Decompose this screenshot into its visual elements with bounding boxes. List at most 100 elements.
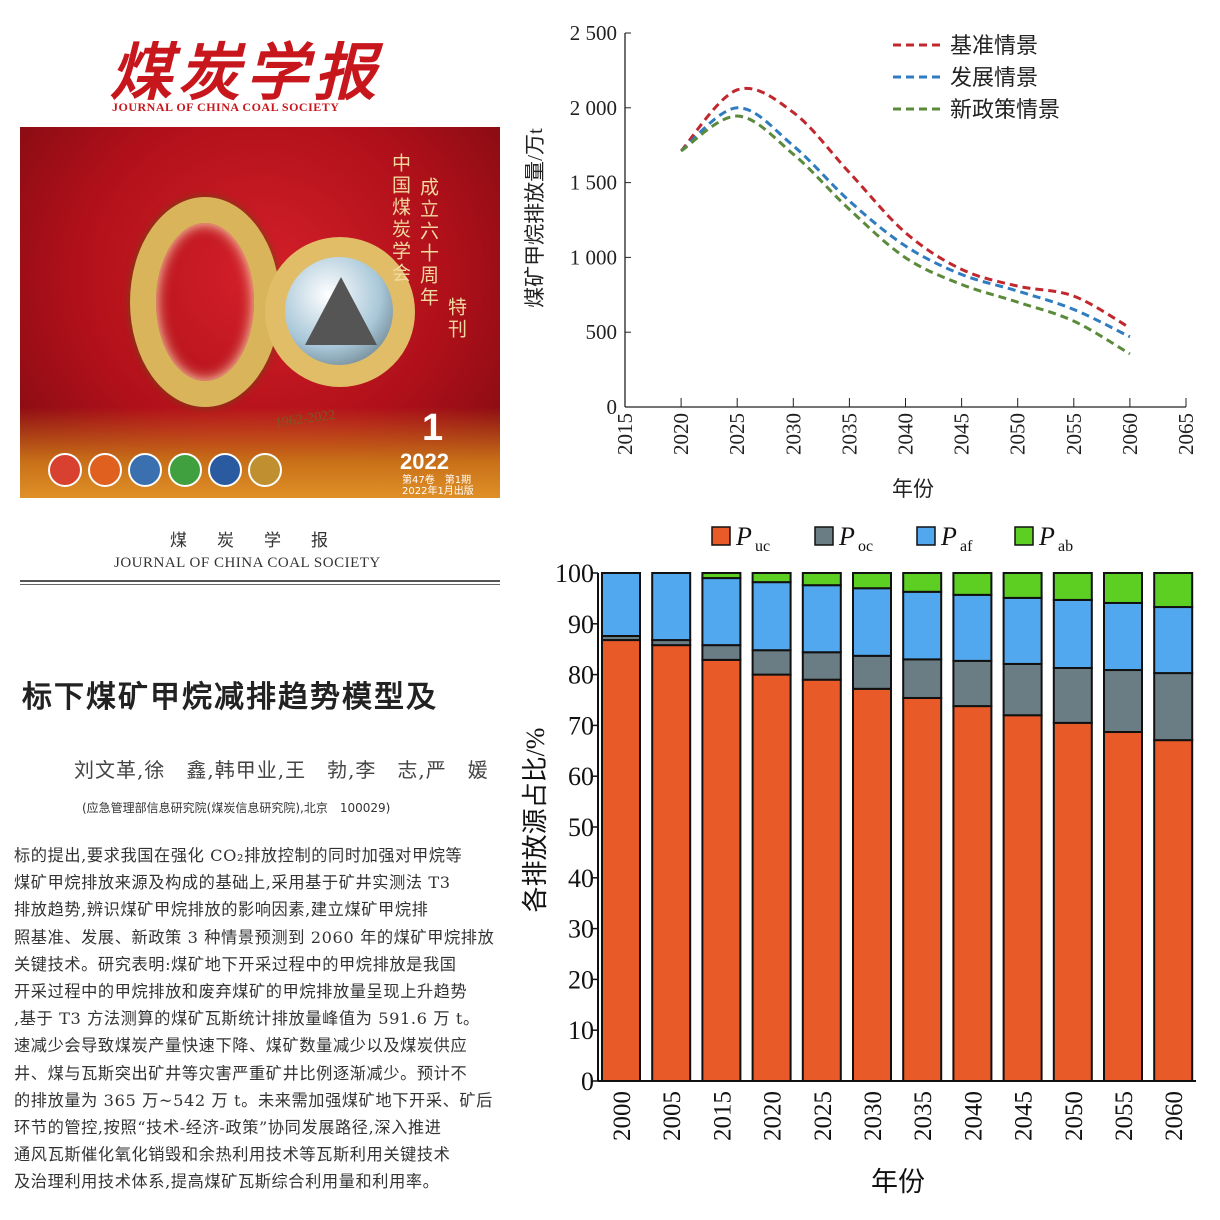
bar-segment-ab [801,572,842,587]
x-tick-label: 2035 [837,413,861,455]
bar-segment-uc [1103,731,1143,1082]
bar-segment-ab [902,572,943,593]
bar-segment-oc [952,659,993,708]
abstract-line: 井、煤与瓦斯突出矿井等灾害严重矿井比例逐渐减少。预计不 [14,1063,468,1083]
anniversary-text-2: 成立六十周年 [417,177,439,309]
y-tick-label: 70 [568,711,594,740]
bar-segment-uc [701,658,742,1082]
y-axis-label: 煤矿甲烷排放量/万t [523,128,547,308]
bar-segment-ab [1153,572,1194,609]
methane-emission-line-chart: 0 500 1 000 1 500 2 000 2 500 2015 2020 2025 2030… [523,21,1198,501]
bar-segment-ab [751,572,792,584]
abstract-line: 照基准、发展、新政策 3 种情景预测到 2060 年的煤矿甲烷排放 [14,927,495,947]
x-tick-label: 2015 [709,1091,736,1141]
y-tick-label: 2 500 [570,21,617,45]
bar-segment-af [751,581,792,652]
legend-label: P [940,522,957,551]
x-tick-label: 2055 [1062,413,1086,455]
bar-segment-oc [1103,669,1143,734]
y-tick-label: 60 [568,762,594,791]
bar-segment-oc [852,654,892,690]
abstract-line: ,基于 T3 方法测算的煤矿瓦斯统计排放量峰值为 591.6 万 t。 [14,1009,480,1029]
bar-segment-uc [1052,721,1093,1083]
x-tick-label: 2000 [609,1091,636,1141]
bar-segment-af [1002,596,1043,665]
journal-logo-title: 煤炭学报 [110,36,383,109]
bar-segment-uc [801,678,842,1082]
bar-segment-ab [701,572,742,580]
abstract-line: 环节的管控,按照“技术-经济-政策”协同发展路径,深入推进 [14,1118,442,1138]
y-tick-label: 0 [581,1067,594,1096]
y-tick-label: 80 [568,661,594,690]
y-tick-label: 20 [568,965,594,994]
x-tick-label: 2060 [1161,1091,1188,1141]
bar-segment-ab [952,572,993,596]
legend-subscript: af [960,538,973,555]
bar-segment-af [601,572,641,637]
x-tick-label: 2050 [1061,1091,1088,1141]
legend-label: 发展情景 [950,65,1038,90]
society-logo-icon [208,453,242,487]
bar-segment-oc [701,644,742,661]
bar-segment-uc [751,673,792,1082]
x-tick-label: 2040 [960,1091,987,1141]
x-tick-label: 2065 [1174,413,1198,455]
bar-segment-ab [1052,572,1093,601]
legend-swatch [711,526,731,546]
series-line-1 [679,86,1131,330]
x-tick-label: 2005 [659,1091,686,1141]
bar-segment-uc [601,639,641,1082]
issue-publish-date: 2022年1月出版 [402,486,474,497]
x-tick-label: 2045 [1011,1091,1038,1141]
y-tick-label: 2 000 [570,96,617,120]
bar-segment-af [902,590,943,661]
header-rule [20,580,500,582]
bar-segment-oc [1052,666,1093,724]
legend-label: P [1038,522,1055,551]
y-tick-label: 50 [568,813,594,842]
legend-swatch [1014,526,1034,546]
series-line-2 [680,106,1131,339]
y-tick-label: 500 [586,320,618,344]
legend-label: 新政策情景 [950,97,1060,122]
x-tick-label: 2035 [910,1091,937,1141]
bar-segment-oc [1002,662,1043,717]
abstract-line: 关键技术。研究表明:煤矿地下开采过程中的甲烷排放是我国 [14,954,457,974]
series-line-3 [680,114,1131,356]
society-logo-icon [168,453,202,487]
x-tick-label: 2045 [950,413,974,455]
legend-subscript: oc [858,538,873,555]
abstract-line: 的排放量为 365 万~542 万 t。未来需加强煤矿地下开采、矿后 [14,1090,493,1110]
anniversary-text-3: 特刊 [445,297,467,341]
paper-abstract: 标的提出,要求我国在强化 CO₂排放控制的同时加强对甲烷等 煤矿甲烷排放来源及构… [14,842,500,1196]
legend-swatch [814,526,834,546]
x-tick-label: 2015 [613,413,637,455]
header-rule [20,584,500,585]
bar-segment-uc [852,687,892,1082]
bar-segment-ab [852,572,892,590]
bar-segment-af [651,572,692,642]
x-tick-label: 2040 [894,413,918,455]
y-tick-label: 0 [607,395,618,419]
bar-segment-uc [902,696,943,1083]
paper-journal-name-en: JOURNAL OF CHINA COAL SOCIETY [114,555,381,571]
sixty-six-ribbon-icon [130,197,280,407]
abstract-line: 及治理利用技术体系,提高煤矿瓦斯综合利用量和利用率。 [14,1172,440,1192]
legend-subscript: uc [755,538,770,555]
y-tick-label: 40 [568,864,594,893]
bar-segment-oc [902,658,943,699]
x-tick-label: 2050 [1006,413,1030,455]
bar-segment-af [952,593,993,662]
paper-title: 标下煤矿甲烷减排趋势模型及 [22,680,438,715]
paper-affiliation: (应急管理部信息研究院(煤炭信息研究院),北京 100029) [82,801,391,815]
bar-segment-oc [1153,672,1194,742]
abstract-line: 排放趋势,辨识煤矿甲烷排放的影响因素,建立煤矿甲烷排 [14,900,429,920]
x-axis-label: 年份 [871,1167,925,1197]
bar-segment-uc [952,705,993,1082]
bar-segment-af [701,577,742,647]
bar-segment-uc [1153,739,1194,1083]
journal-logo-subtitle: JOURNAL OF CHINA COAL SOCIETY [112,100,340,114]
bar-segment-af [1052,598,1093,669]
abstract-line: 煤矿甲烷排放来源及构成的基础上,采用基于矿井实测法 T3 [14,873,451,893]
